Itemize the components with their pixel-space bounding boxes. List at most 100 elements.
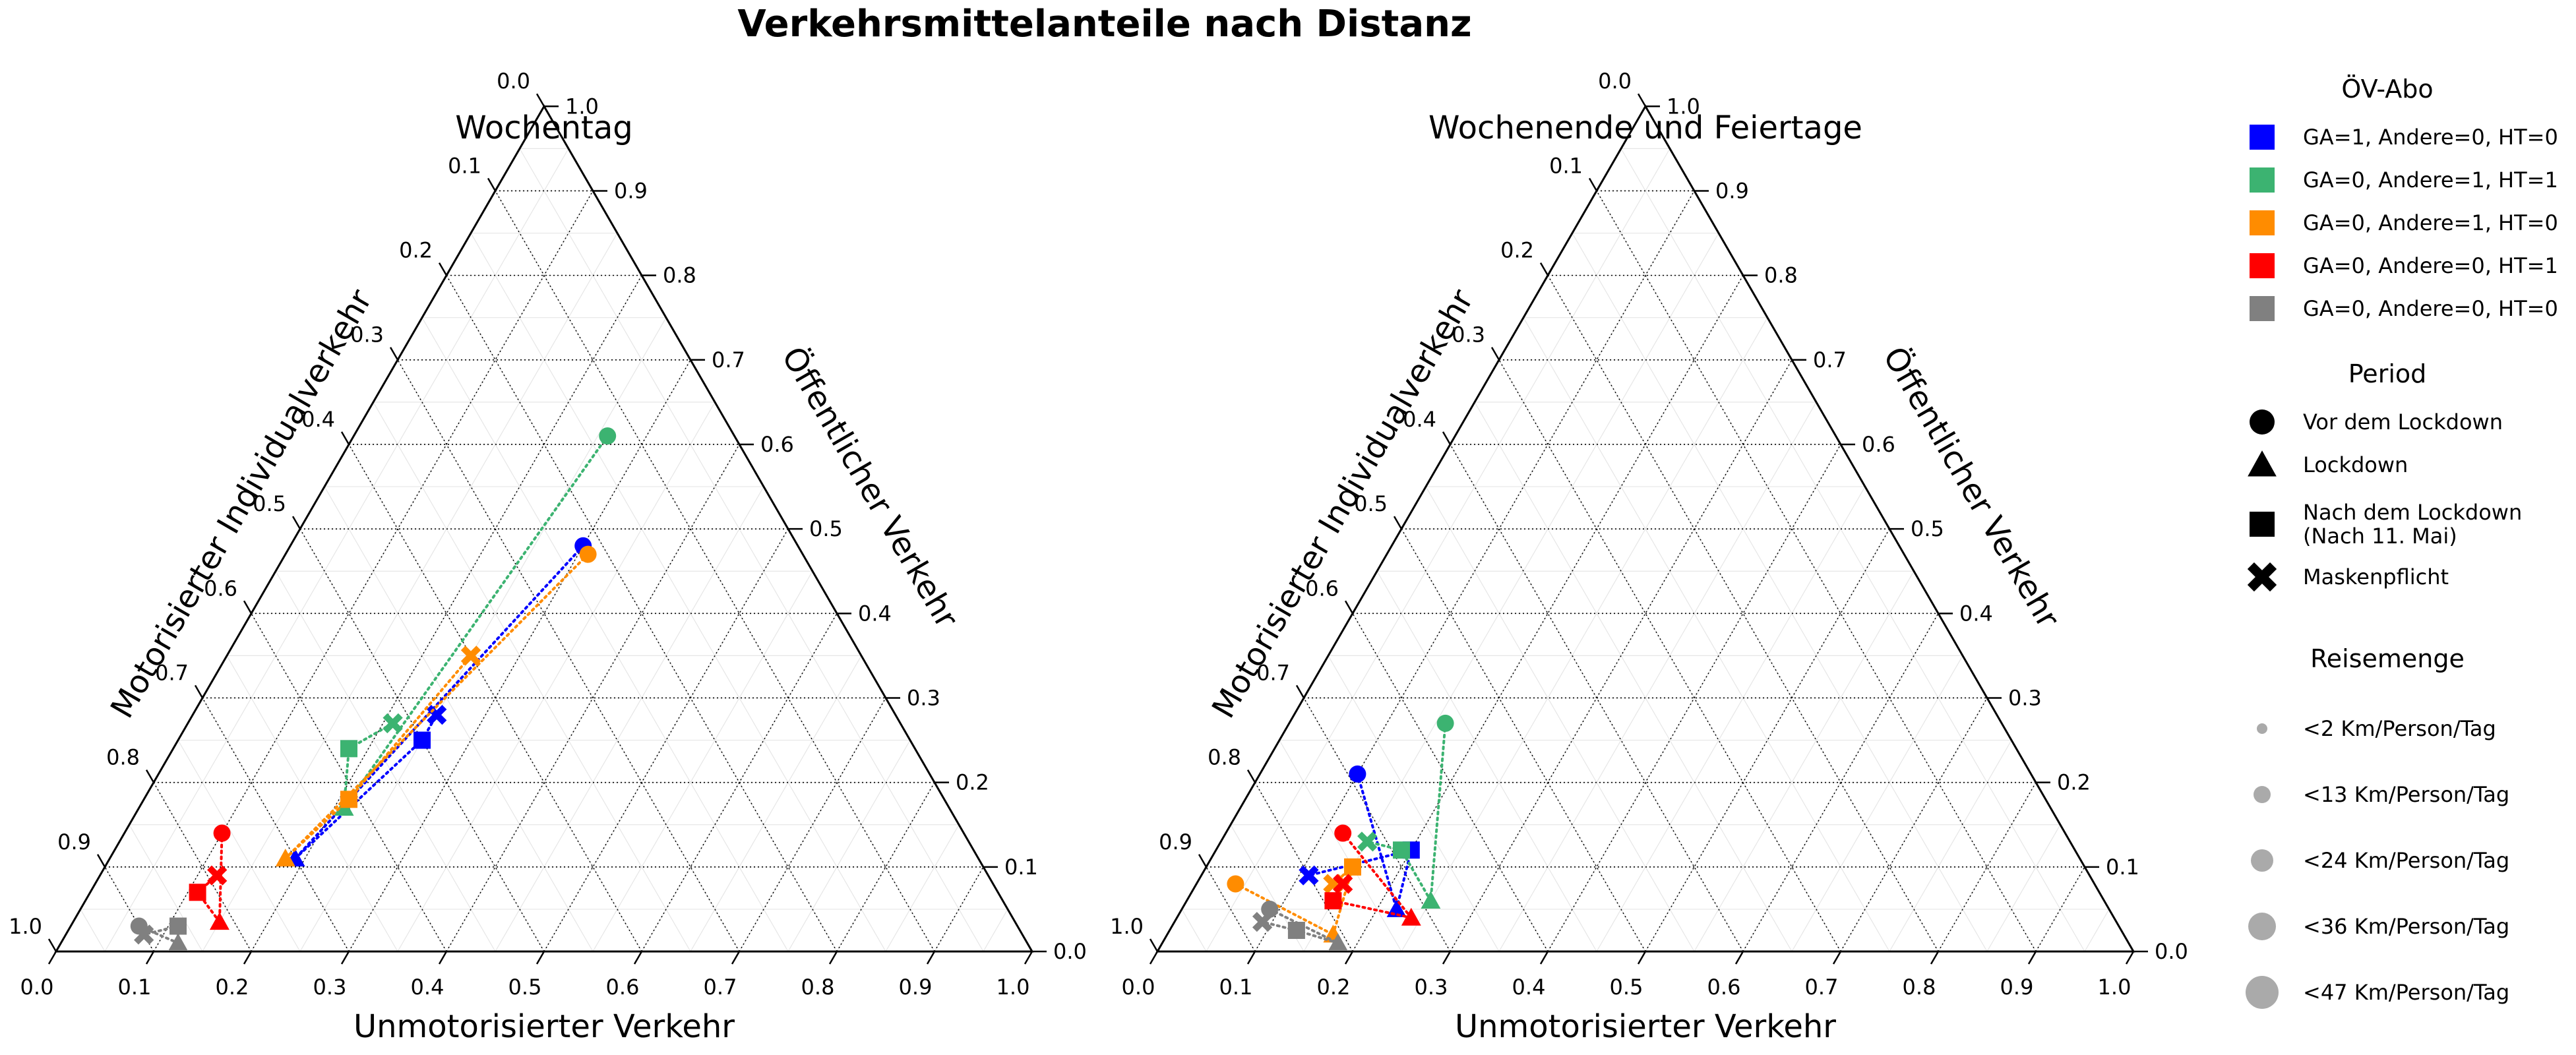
tick-label-bottom: 0.0 [1122, 975, 1155, 1000]
tick-label-right: 1.0 [565, 94, 599, 119]
series-line [1234, 882, 1335, 936]
legend-marker-circle [2250, 409, 2275, 435]
series-lines-green [342, 435, 609, 810]
axis-label-left: Motorisierter Individualverkehr [1205, 283, 1481, 724]
main-grid [1206, 190, 2085, 952]
tick-mark [1637, 93, 1647, 107]
data-point-green-triangle [1421, 891, 1441, 909]
legend-label: Vor dem Lockdown [2303, 409, 2503, 435]
data-point-green-square [1393, 841, 1410, 859]
tick-mark [1024, 951, 1033, 965]
data-point-gray-cross [134, 924, 154, 945]
tick-label-left: 0.5 [253, 491, 286, 516]
legend-label: <36 Km/Person/Tag [2303, 914, 2509, 939]
series-line [1429, 721, 1447, 903]
data-point-green-circle [599, 427, 617, 445]
tick-label-right: 0.8 [1764, 263, 1798, 288]
tick-label-right: 0.4 [1959, 601, 1993, 626]
tick-label-right: 0.3 [907, 685, 940, 710]
tick-label-left: 0.7 [1256, 660, 1290, 685]
legend-label: <47 Km/Person/Tag [2303, 980, 2509, 1005]
tick-label-bottom: 0.7 [704, 975, 737, 1000]
tick-mark [1734, 951, 1744, 965]
tick-label-bottom: 0.1 [1219, 975, 1253, 1000]
tick-label-left: 0.4 [301, 407, 335, 432]
tick-label-left: 0.8 [1208, 745, 1241, 770]
legend-group-2: Period Vor dem Lockdown Lockdown Nach dem L… [2247, 359, 2522, 592]
tick-label-left: 0.3 [350, 322, 384, 347]
tick-mark [145, 951, 155, 965]
series-line [196, 874, 219, 894]
tick-label-left: 1.0 [9, 914, 42, 939]
data-series [1227, 714, 1454, 951]
tick-mark [1930, 951, 1940, 965]
legend-group-title: Reisemenge [2310, 644, 2465, 673]
tick-label-right: 0.6 [760, 432, 794, 457]
axis-label-bottom: Unmotorisierter Verkehr [353, 1008, 735, 1045]
tick-label-right: 0.0 [1053, 939, 1087, 964]
tick-label-right: 0.1 [1004, 855, 1038, 880]
data-point-gray-triangle [1328, 933, 1348, 951]
tick-label-left: 0.0 [497, 69, 530, 94]
tick-mark [1442, 951, 1452, 965]
data-point-gray-square [1287, 921, 1305, 939]
tick-label-bottom: 0.5 [1610, 975, 1643, 1000]
tick-label-bottom: 0.0 [20, 975, 54, 1000]
tick-mark [1295, 684, 1305, 699]
main-grid [104, 190, 984, 952]
tick-mark [340, 431, 350, 445]
data-point-red-cross [207, 865, 228, 886]
tick-label-right: 0.0 [2155, 939, 2188, 964]
tick-mark [1198, 854, 1208, 868]
tick-label-right: 0.7 [712, 347, 745, 373]
data-point-gray-triangle [168, 933, 188, 951]
tick-mark [828, 951, 838, 965]
tick-mark [340, 951, 350, 965]
tick-label-left: 0.1 [1549, 153, 1583, 178]
data-point-orange-circle [1227, 875, 1244, 893]
legend-marker-square [2250, 296, 2275, 321]
legend-group-3: Reisemenge <2 Km/Person/Tag <13 Km/Person/… [2246, 644, 2509, 1009]
axis-ticks: 0.0 0.0 0.0 0.1 0.1 0.1 0.2 0.2 0.2 0.3 0.3 0.3 0.4 0… [1110, 69, 2188, 1000]
axis-label-right: Öffentlicher Verkehr [1876, 341, 2067, 634]
tick-mark [926, 951, 936, 965]
tick-label-left: 0.3 [1452, 322, 1485, 347]
tick-mark [194, 684, 204, 699]
ternary-panel-2: 0.0 0.0 0.0 0.1 0.1 0.1 0.2 0.2 0.2 0.3 0.3 0.3 0.4 0… [1110, 69, 2188, 1045]
data-point-orange-square [340, 791, 357, 808]
data-point-red-triangle [1401, 907, 1421, 926]
tick-label-bottom: 0.9 [899, 975, 933, 1000]
tick-label-left: 0.4 [1403, 407, 1436, 432]
tick-mark [1637, 951, 1647, 965]
tick-label-right: 0.5 [1911, 516, 1944, 541]
tick-mark [1490, 347, 1500, 361]
legend-group-1: ÖV-Abo GA=1, Andere=0, HT=0 GA=0, Andere=1… [2250, 75, 2558, 321]
axis-label-left: Motorisierter Individualverkehr [104, 283, 380, 724]
series-line [1356, 772, 1398, 911]
series-line [1341, 831, 1413, 919]
tick-mark [47, 938, 57, 952]
tick-label-left: 0.1 [448, 153, 481, 178]
data-point-blue-circle [1349, 765, 1366, 783]
tick-label-bottom: 0.2 [216, 975, 249, 1000]
legend-marker-circle [2251, 849, 2273, 872]
legend-marker-circle [2254, 786, 2271, 803]
series-lines-orange [284, 553, 590, 860]
ternary-panel-1: 0.0 0.0 0.0 0.1 0.1 0.1 0.2 0.2 0.2 0.3 0.3 0.3 0.4 0… [9, 69, 1087, 1045]
tick-mark [1539, 951, 1549, 965]
tick-mark [145, 769, 155, 783]
series-line [293, 738, 423, 860]
series-line [284, 553, 590, 860]
legend-label: GA=0, Andere=1, HT=1 [2303, 167, 2558, 193]
tick-mark [1344, 600, 1354, 614]
tick-mark [487, 177, 497, 192]
data-point-gray-square [169, 917, 187, 935]
data-point-green-cross [1357, 831, 1378, 852]
legend-marker-square [2250, 210, 2275, 235]
tick-label-left: 0.9 [1159, 829, 1192, 855]
legend-label: Maskenpflicht [2303, 564, 2449, 589]
tick-mark [1393, 516, 1403, 529]
legend-label: GA=1, Andere=0, HT=0 [2303, 125, 2558, 150]
legend-marker-square [2250, 167, 2275, 193]
tick-label-right: 0.5 [809, 516, 843, 541]
